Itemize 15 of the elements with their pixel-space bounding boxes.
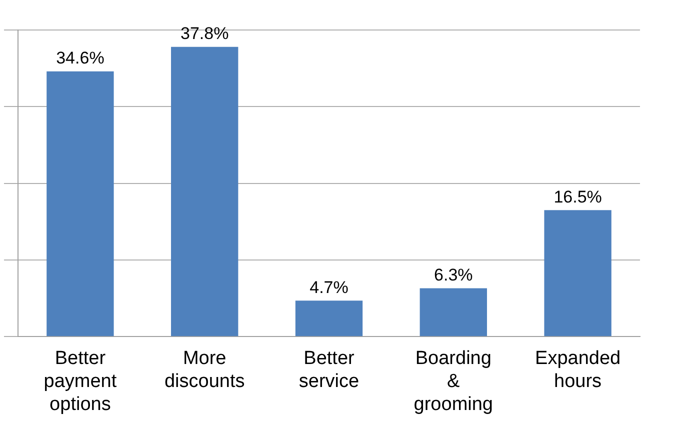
x-tick-label: Better service xyxy=(298,348,360,392)
bar xyxy=(171,46,238,336)
data-label: 6.3% xyxy=(434,266,473,284)
x-tick-label: Better payment options xyxy=(44,348,118,415)
x-tick-label: Boarding & grooming xyxy=(414,348,494,415)
data-label: 37.8% xyxy=(180,24,229,44)
x-tick-label: Expanded hours xyxy=(535,348,621,392)
bar xyxy=(544,210,612,336)
bar xyxy=(46,71,114,336)
bar xyxy=(420,288,487,336)
x-tick-label: More discounts xyxy=(164,348,245,392)
data-label: 34.6% xyxy=(56,48,104,68)
bar xyxy=(295,300,363,336)
data-label: 16.5% xyxy=(554,187,602,206)
data-label: 4.7% xyxy=(310,278,348,297)
